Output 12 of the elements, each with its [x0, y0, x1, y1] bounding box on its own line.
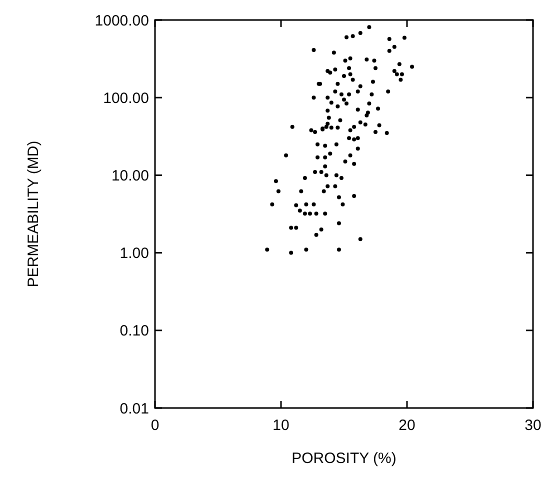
y-tick-label: 0.01 [120, 400, 149, 418]
y-axis-title: PERMEABILITY (MD) [25, 140, 42, 288]
y-tick-label: 1000.00 [94, 12, 149, 30]
x-tick-label: 0 [150, 417, 160, 434]
y-tick-label: 100.00 [103, 90, 149, 107]
x-tick-label: 30 [524, 417, 542, 434]
y-tick-label: 1.00 [120, 245, 149, 262]
x-axis-title: POROSITY (%) [292, 450, 396, 467]
x-tick-label: 10 [272, 417, 290, 434]
y-tick-label: 0.10 [120, 322, 149, 340]
y-tick-label: 10.00 [111, 167, 149, 184]
x-tick-label: 20 [398, 417, 416, 434]
